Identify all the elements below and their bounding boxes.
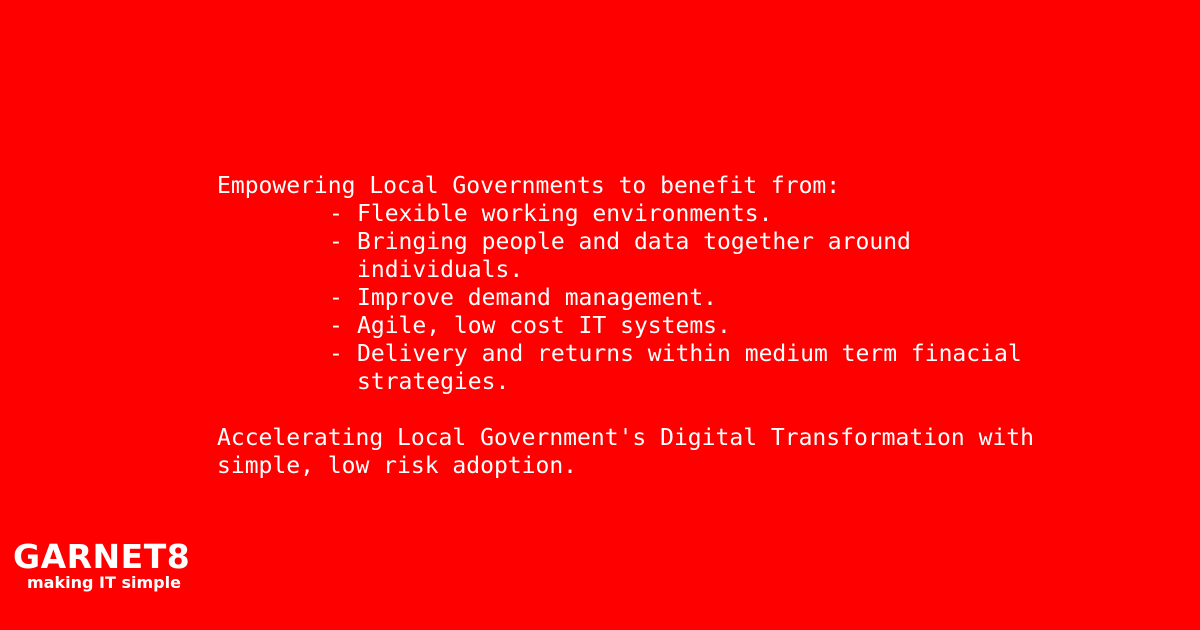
intro-line: Empowering Local Governments to benefit …: [217, 173, 841, 199]
list-item-text: Bringing people and data together around…: [357, 229, 911, 283]
bullet-marker: -: [329, 201, 343, 227]
list-item-text: Delivery and returns within medium term …: [357, 341, 1022, 395]
list-item-text: Improve demand management.: [357, 285, 718, 311]
list-item: - Bringing people and data together arou…: [329, 228, 1177, 284]
bullet-marker: -: [329, 285, 343, 311]
company-logo: GARNET8 making IT simple: [13, 539, 190, 592]
list-item: - Flexible working environments.: [329, 200, 1177, 228]
list-item-text: Flexible working environments.: [357, 201, 773, 227]
list-item: - Delivery and returns within medium ter…: [329, 340, 1177, 396]
bullet-marker: -: [329, 313, 343, 339]
main-text: Empowering Local Governments to benefit …: [217, 172, 1177, 480]
benefit-list: - Flexible working environments. - Bring…: [217, 200, 1177, 396]
closing-statement: Accelerating Local Government's Digital …: [217, 425, 1034, 479]
list-item-text: Agile, low cost IT systems.: [357, 313, 731, 339]
bullet-marker: -: [329, 229, 343, 255]
list-item: - Agile, low cost IT systems.: [329, 312, 1177, 340]
logo-tagline: making IT simple: [27, 573, 181, 592]
list-item: - Improve demand management.: [329, 284, 1177, 312]
logo-name: GARNET8: [13, 537, 191, 576]
bullet-marker: -: [329, 341, 343, 367]
